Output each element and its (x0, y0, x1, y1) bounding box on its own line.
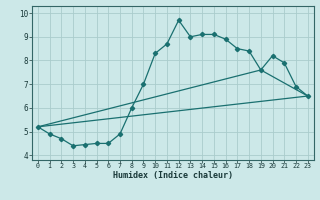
X-axis label: Humidex (Indice chaleur): Humidex (Indice chaleur) (113, 171, 233, 180)
